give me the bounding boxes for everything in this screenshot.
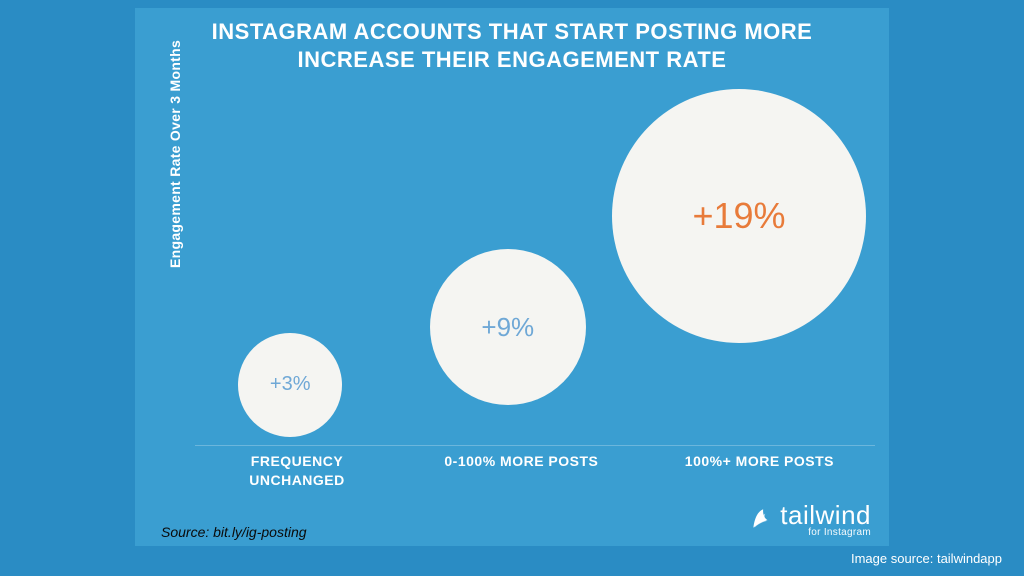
chart-plot-area: +3% +9% +19% [195,86,875,446]
bubble-value-label: +19% [692,195,785,237]
tailwind-sail-icon [748,506,774,532]
canvas: INSTAGRAM ACCOUNTS THAT START POSTING MO… [0,0,1024,576]
chart-title: INSTAGRAM ACCOUNTS THAT START POSTING MO… [135,8,889,79]
bubble-value-label: +3% [270,373,311,396]
x-axis-category-0: FREQUENCY UNCHANGED [195,452,399,502]
source-citation: Source: bit.ly/ig-posting [161,524,307,540]
bubble-0: +3% [238,333,342,437]
x-axis-category-2: 100%+ MORE POSTS [644,452,875,502]
x-axis-labels: FREQUENCY UNCHANGED0-100% MORE POSTS100%… [195,452,875,502]
y-axis-label: Engagement Rate Over 3 Months [167,40,183,268]
chart-panel: INSTAGRAM ACCOUNTS THAT START POSTING MO… [135,8,889,546]
bubble-2: +19% [612,89,866,343]
bubble-1: +9% [430,249,586,405]
brand-subline: for Instagram [808,527,871,538]
x-axis-category-1: 0-100% MORE POSTS [399,452,644,502]
bubble-value-label: +9% [481,312,534,343]
brand-logo: tailwind for Instagram [748,500,871,538]
image-attribution: Image source: tailwindapp [851,551,1002,566]
